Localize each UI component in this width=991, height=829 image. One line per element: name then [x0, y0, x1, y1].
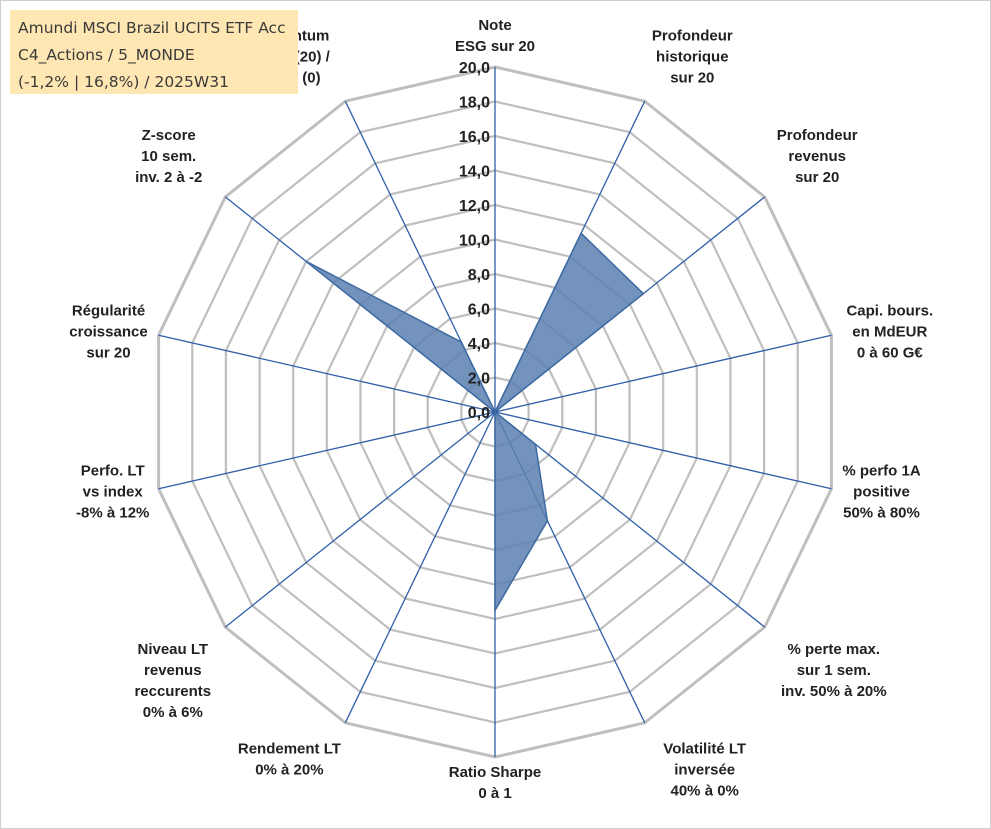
title-line-fund-name: Amundi MSCI Brazil UCITS ETF Acc — [18, 19, 286, 37]
data-point-13 — [460, 341, 463, 343]
axis-label-9: Niveau LT revenus reccurents 0% à 6% — [134, 641, 211, 721]
spoke-3 — [494, 334, 832, 413]
data-point-11 — [494, 411, 496, 413]
axis-label-line: Régularité — [72, 303, 145, 320]
axis-label-line: reccurents — [134, 683, 211, 700]
axis-label-line: 40% à 0% — [671, 782, 739, 799]
axis-label-line: sur 20 — [86, 345, 130, 362]
title-line-performance-week: (-1,2% | 16,8%) / 2025W31 — [18, 73, 229, 91]
axis-label-line: 0% à 20% — [255, 761, 323, 778]
axis-label-line: 50% à 80% — [843, 504, 920, 521]
data-point-1 — [580, 232, 582, 235]
data-point-7 — [494, 609, 496, 612]
tick-label-16,0: 16,0 — [459, 129, 490, 146]
spoke-10 — [158, 411, 496, 490]
spoke-5 — [494, 411, 766, 628]
title-line-category: C4_Actions / 5_MONDE — [18, 46, 195, 64]
axis-label-line: sur 20 — [670, 70, 714, 87]
axis-label-line: Z-score — [142, 127, 196, 144]
tick-label-2,0: 2,0 — [468, 371, 490, 388]
axis-label-line: % perfo 1A — [842, 462, 921, 479]
axis-label-1: Profondeur historique sur 20 — [652, 28, 733, 87]
axis-label-line: Profondeur — [652, 28, 733, 45]
axis-label-12: Z-score 10 sem. inv. 2 à -2 — [135, 127, 202, 186]
axis-label-line: Volatilité LT — [663, 740, 746, 757]
axis-label-0: Note ESG sur 20 — [455, 17, 535, 55]
spoke-9 — [224, 411, 496, 628]
axis-label-line: Ratio Sharpe — [449, 764, 542, 781]
axis-label-7: Ratio Sharpe 0 à 1 — [449, 764, 542, 802]
tick-label-0,0: 0,0 — [468, 405, 490, 422]
axis-label-line: 0 à 1 — [478, 785, 511, 802]
axis-label-line: revenus — [144, 662, 202, 679]
axis-label-line: 0% à 6% — [143, 704, 203, 721]
data-point-5 — [534, 443, 537, 446]
axis-label-line: croissance — [69, 324, 147, 341]
spoke-11 — [158, 334, 496, 413]
axis-label-line: vs index — [83, 483, 144, 500]
axis-label-line: inversée — [674, 761, 735, 778]
axis-label-line: Perfo. LT — [81, 462, 145, 479]
axis-label-line: Profondeur — [777, 127, 858, 144]
axis-label-line: 10 sem. — [141, 148, 196, 165]
data-point-2 — [642, 292, 645, 295]
axis-label-line: -8% à 12% — [76, 504, 149, 521]
axis-label-4: % perfo 1A positive 50% à 80% — [842, 462, 921, 521]
tick-label-10,0: 10,0 — [459, 233, 490, 250]
axis-label-line: ESG sur 20 — [455, 38, 535, 55]
axis-label-line: Note — [478, 17, 511, 34]
data-point-12 — [305, 260, 308, 263]
axis-label-5: % perte max. sur 1 sem. inv. 50% à 20% — [781, 641, 887, 700]
axis-label-8: Rendement LT 0% à 20% — [238, 740, 341, 778]
axis-label-line: sur 1 sem. — [797, 662, 871, 679]
axis-label-6: Volatilité LT inversée 40% à 0% — [663, 740, 746, 799]
tick-label-8,0: 8,0 — [468, 267, 490, 284]
axis-label-line: inv. 50% à 20% — [781, 683, 887, 700]
radar-tick-labels: 0,0 2,0 4,0 6,0 8,0 10,0 12,0 14,0 16,0 18,0 20,0 — [459, 60, 490, 422]
axis-label-10: Perfo. LT vs index -8% à 12% — [76, 462, 149, 521]
tick-label-20,0: 20,0 — [459, 60, 490, 77]
spoke-4 — [494, 411, 832, 490]
axis-label-line: 0 à 60 G€ — [857, 345, 924, 362]
tick-label-4,0: 4,0 — [468, 336, 490, 353]
axis-label-line: revenus — [788, 148, 846, 165]
axis-label-2: Profondeur revenus sur 20 — [777, 127, 858, 186]
radar-axis-labels: Note ESG sur 20 Profondeur historique sur 20… — [69, 17, 933, 802]
axis-label-line: positive — [853, 483, 910, 500]
tick-label-12,0: 12,0 — [459, 198, 490, 215]
axis-label-line: en MdEUR — [852, 324, 927, 341]
tick-label-6,0: 6,0 — [468, 302, 490, 319]
axis-label-3: Capi. bours. en MdEUR 0 à 60 G€ — [846, 303, 933, 362]
axis-label-line: sur 20 — [795, 169, 839, 186]
tick-label-18,0: 18,0 — [459, 95, 490, 112]
axis-label-line: inv. 2 à -2 — [135, 169, 202, 186]
spoke-8 — [344, 411, 496, 724]
axis-label-line: Niveau LT — [138, 641, 209, 658]
axis-label-line: Rendement LT — [238, 740, 341, 757]
axis-label-11: Régularité croissance sur 20 — [69, 303, 147, 362]
radar-series — [305, 232, 645, 614]
axis-label-line: Capi. bours. — [846, 303, 933, 320]
axis-label-line: historique — [656, 49, 729, 66]
axis-label-line: % perte max. — [788, 641, 881, 658]
data-point-6 — [546, 520, 549, 522]
tick-label-14,0: 14,0 — [459, 164, 490, 181]
chart-title-box: Amundi MSCI Brazil UCITS ETF Acc C4_Acti… — [10, 10, 298, 94]
